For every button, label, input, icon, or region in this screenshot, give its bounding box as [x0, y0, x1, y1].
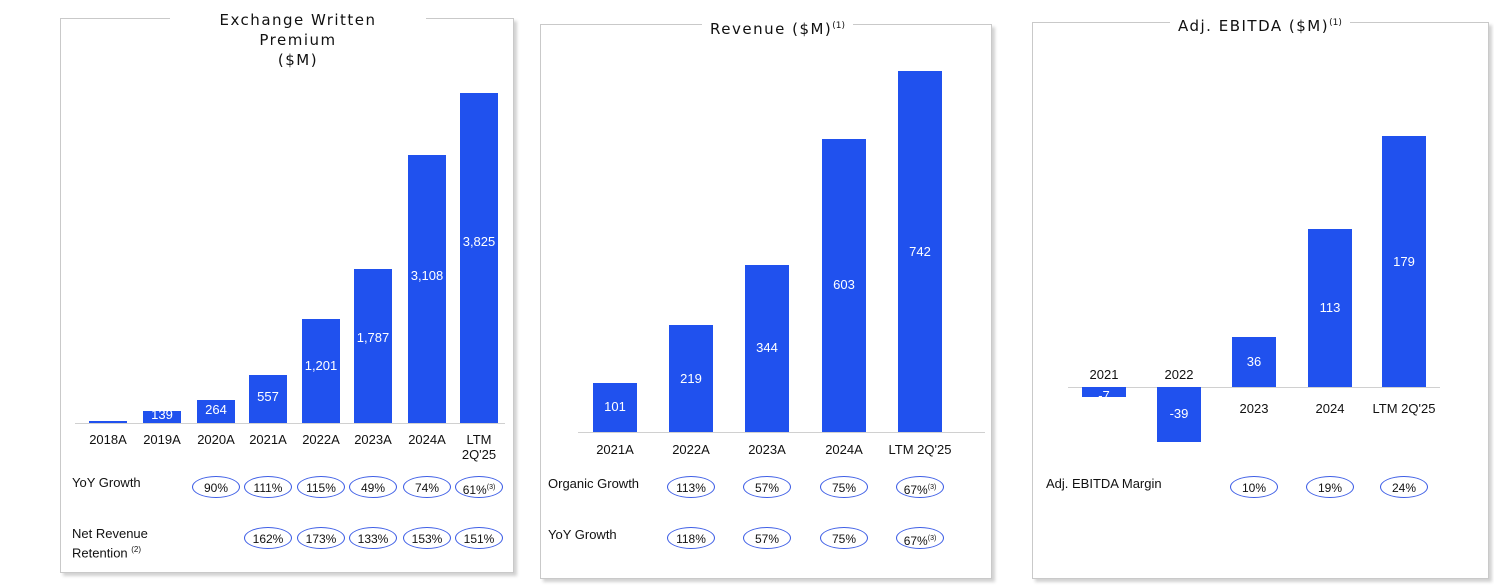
category-label: LTM 2Q'25: [1372, 401, 1436, 416]
bar-value-label: 557: [257, 388, 279, 404]
bar-value-label: 179: [1393, 253, 1415, 269]
category-label: 2023A: [354, 432, 392, 447]
ewp-title: Exchange Written Premium: [219, 11, 377, 49]
bar-value-label: 1,201: [304, 358, 338, 373]
category-label: 2024: [1315, 401, 1345, 416]
bar-value-label: 1,787: [356, 330, 390, 346]
bar-value-label: 113: [1319, 299, 1341, 315]
metric-pill: 57%: [743, 527, 791, 549]
category-label: 2021A: [596, 442, 634, 457]
row-label: Net Revenue Retention (2): [72, 526, 148, 561]
bar-value-label: 36: [1246, 353, 1262, 369]
metric-pill: 74%: [403, 476, 451, 498]
metric-pill: 19%: [1306, 476, 1354, 498]
bar: [1082, 387, 1126, 397]
bar: [197, 400, 235, 423]
row-label-note: (2): [131, 545, 142, 554]
bar-value-label: 139: [151, 407, 173, 422]
category-label: LTM 2Q'25: [888, 442, 952, 457]
metric-pill: 162%: [244, 527, 292, 549]
bar-value-label: 219: [680, 370, 702, 386]
category-label: LTM 2Q'25: [461, 432, 497, 462]
metric-pill: 153%: [403, 527, 451, 549]
category-label: 2023A: [748, 442, 786, 457]
metric-pill: 113%: [667, 476, 715, 498]
pill-note: (3): [927, 535, 937, 542]
revenue-title-block: Revenue ($M)(1): [702, 16, 854, 39]
bar-value-label: 3,108: [410, 267, 444, 283]
ebitda-title-block: Adj. EBITDA ($M)(1): [1170, 13, 1350, 36]
metric-pill: 61%(3): [455, 476, 503, 498]
metric-pill: 10%: [1230, 476, 1278, 498]
category-label: 2018A: [89, 432, 127, 447]
bar: [143, 411, 181, 423]
bar: [669, 325, 713, 432]
bar-value-label: 3: [104, 407, 112, 422]
row-label: Organic Growth: [548, 476, 640, 491]
x-axis-line: [1068, 387, 1440, 388]
category-label: 2022: [1164, 367, 1194, 382]
ebitda-title: Adj. EBITDA ($M): [1178, 17, 1330, 35]
ewp-subtitle: ($M): [277, 51, 319, 69]
bar-value-label: 264: [205, 402, 227, 418]
category-label: 2024A: [825, 442, 863, 457]
bar: [593, 382, 637, 432]
bar: [302, 319, 340, 423]
bar: [1232, 336, 1276, 387]
bar-value-label: 344: [756, 340, 778, 356]
metric-pill: 67%(3): [896, 476, 944, 498]
bar: [408, 154, 446, 423]
metric-pill: 90%: [192, 476, 240, 498]
category-label: 2022A: [302, 432, 340, 447]
bar: [898, 71, 942, 432]
x-axis-line: [75, 423, 505, 424]
bar-value-label: 603: [833, 277, 855, 293]
bar-value-label: 3,825: [462, 233, 496, 249]
row-label: YoY Growth: [72, 475, 141, 490]
metric-pill: 173%: [297, 527, 345, 549]
bar: [1382, 136, 1426, 387]
bar-value-label: 742: [909, 243, 931, 259]
category-label: 2024A: [408, 432, 446, 447]
metric-pill: 111%: [244, 476, 292, 498]
metric-pill: 133%: [349, 527, 397, 549]
pill-note: (3): [927, 484, 937, 491]
bar: [354, 268, 392, 423]
metric-pill: 118%: [667, 527, 715, 549]
ebitda-title-note: (1): [1329, 18, 1342, 28]
metric-pill: 151%: [455, 527, 503, 549]
category-label: 2022A: [672, 442, 710, 457]
metric-pill: 67%(3): [896, 527, 944, 549]
category-label: 2023: [1239, 401, 1269, 416]
bar-value-label: -39: [1169, 406, 1189, 422]
metric-pill: 75%: [820, 527, 868, 549]
x-axis-line: [578, 432, 985, 433]
category-label: 2019A: [143, 432, 181, 447]
revenue-title: Revenue ($M): [710, 20, 833, 38]
bar: [89, 421, 127, 423]
bar: [249, 374, 287, 423]
bar: [745, 264, 789, 432]
metric-pill: 49%: [349, 476, 397, 498]
metric-pill: 115%: [297, 476, 345, 498]
bar-value-label: 101: [604, 399, 626, 415]
bar: [822, 138, 866, 432]
metric-pill: 57%: [743, 476, 791, 498]
bar: [460, 93, 498, 423]
bar: [1157, 387, 1201, 442]
category-label: 2020A: [197, 432, 235, 447]
ewp-title-block: Exchange Written Premium ($M): [170, 10, 426, 70]
category-label: 2021A: [249, 432, 287, 447]
metric-pill: 24%: [1380, 476, 1428, 498]
bar-value-label: -7: [1098, 388, 1110, 403]
pill-note: (3): [486, 484, 496, 491]
metric-pill: 75%: [820, 476, 868, 498]
row-label: Adj. EBITDA Margin: [1046, 476, 1162, 491]
category-label: 2021: [1089, 367, 1119, 382]
row-label: YoY Growth: [548, 527, 617, 542]
revenue-title-note: (1): [832, 21, 846, 31]
bar: [1308, 228, 1352, 387]
